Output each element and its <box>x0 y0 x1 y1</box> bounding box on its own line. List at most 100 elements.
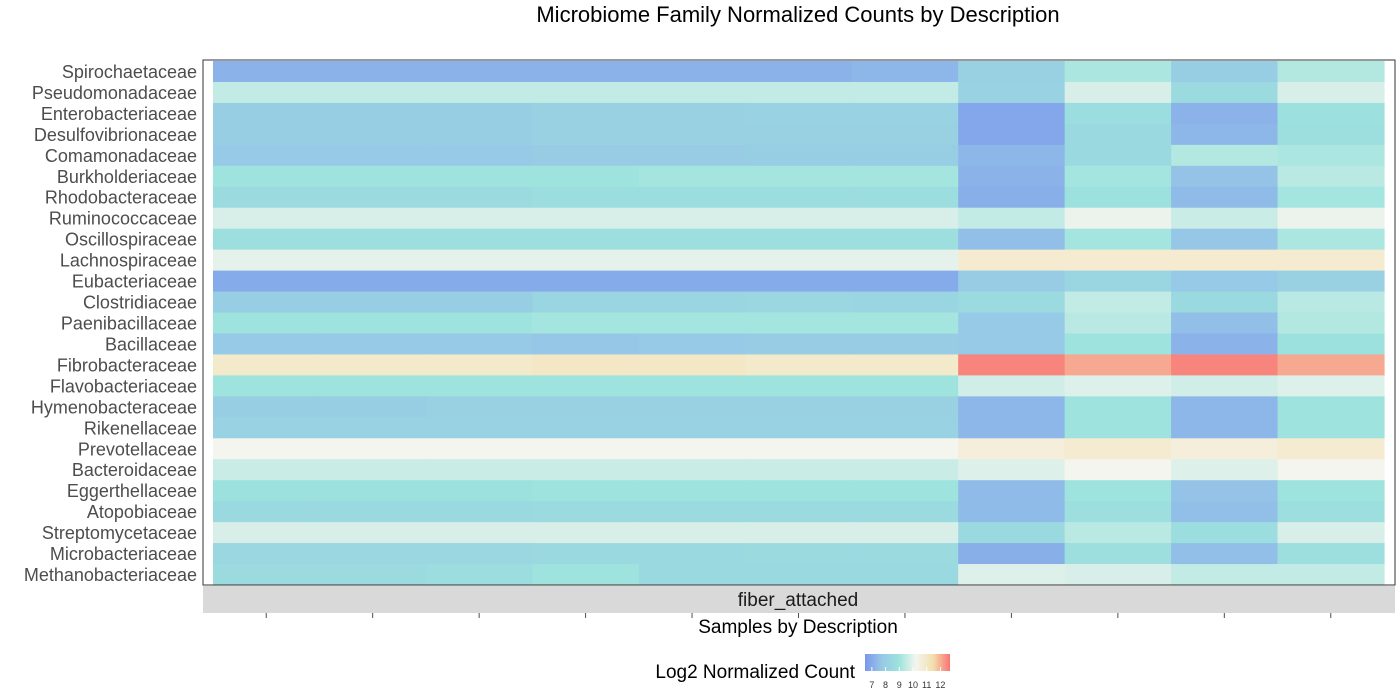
heatmap-cell <box>213 480 321 502</box>
heatmap-cell <box>1064 291 1172 314</box>
heatmap-cell <box>532 186 640 209</box>
heatmap-cell <box>1171 228 1279 251</box>
heatmap-cell <box>638 291 746 314</box>
heatmap-cell <box>425 333 533 356</box>
heatmap-cell <box>638 123 746 146</box>
heatmap-cell <box>319 522 427 544</box>
heatmap-cell <box>532 81 640 104</box>
heatmap-cell <box>745 459 853 481</box>
heatmap-cell <box>958 186 1066 209</box>
heatmap-cell <box>851 501 959 523</box>
legend-ticks: 7 8 9 10 11 12 <box>869 667 945 690</box>
y-tick-label: Desulfovibrionaceae <box>34 125 197 145</box>
heatmap-cell <box>1171 480 1279 502</box>
heatmap-cell <box>1064 61 1172 83</box>
heatmap-cell <box>1064 270 1172 293</box>
heatmap-cell <box>745 270 853 293</box>
heatmap-cell <box>1277 312 1385 335</box>
y-tick-label: Enterobacteriaceae <box>41 104 197 124</box>
heatmap-cell <box>1064 165 1172 188</box>
heatmap-cell <box>425 438 533 460</box>
heatmap-cell <box>958 123 1066 146</box>
heatmap-cell <box>851 375 959 397</box>
heatmap-cell <box>851 270 959 293</box>
heatmap-cell <box>425 564 533 586</box>
heatmap-cell <box>851 165 959 188</box>
heatmap-cell <box>638 417 746 439</box>
heatmap-cell <box>638 186 746 209</box>
legend-colorbar <box>865 654 950 671</box>
heatmap-cell <box>745 417 853 439</box>
heatmap-cell <box>1277 249 1385 272</box>
heatmap-cell <box>213 165 321 188</box>
heatmap-cells <box>213 61 1385 586</box>
heatmap-cell <box>638 522 746 544</box>
heatmap-cell <box>319 480 427 502</box>
x-axis-label: Samples by Description <box>698 617 898 638</box>
heatmap-cell <box>532 396 640 418</box>
heatmap-cell <box>1171 333 1279 356</box>
heatmap-cell <box>1171 396 1279 418</box>
heatmap-cell <box>319 249 427 272</box>
heatmap-cell <box>1064 543 1172 565</box>
heatmap-cell <box>213 249 321 272</box>
heatmap-cell <box>851 186 959 209</box>
heatmap-cell <box>1064 207 1172 230</box>
heatmap-cell <box>958 333 1066 356</box>
y-tick-label: Rhodobacteraceae <box>45 188 197 208</box>
heatmap-cell <box>745 291 853 314</box>
heatmap-cell <box>213 144 321 167</box>
heatmap-cell <box>745 228 853 251</box>
heatmap-cell <box>319 459 427 481</box>
heatmap-cell <box>958 564 1066 586</box>
heatmap-cell <box>1277 102 1385 125</box>
heatmap-cell <box>1277 543 1385 565</box>
y-tick-label: Ruminococcaceae <box>49 209 197 229</box>
heatmap-cell <box>213 61 321 83</box>
heatmap-cell <box>638 564 746 586</box>
heatmap-cell <box>213 312 321 335</box>
heatmap-cell <box>319 396 427 418</box>
heatmap-cell <box>1171 123 1279 146</box>
panel-border <box>202 59 1396 586</box>
heatmap-cell <box>851 228 959 251</box>
heatmap-cell <box>851 564 959 586</box>
heatmap-cell <box>958 438 1066 460</box>
heatmap-cell <box>1277 333 1385 356</box>
heatmap-cell <box>213 543 321 565</box>
heatmap-cell <box>425 354 533 376</box>
heatmap-cell <box>319 81 427 104</box>
y-tick-label: Burkholderiaceae <box>57 167 197 187</box>
heatmap-cell <box>425 291 533 314</box>
heatmap-cell <box>532 123 640 146</box>
heatmap-cell <box>958 417 1066 439</box>
heatmap-cell <box>1277 61 1385 83</box>
heatmap-cell <box>958 396 1066 418</box>
heatmap-cell <box>638 144 746 167</box>
heatmap-cell <box>745 438 853 460</box>
heatmap-cell <box>532 543 640 565</box>
heatmap-cell <box>1277 480 1385 502</box>
y-tick-label: Bacillaceae <box>105 334 197 354</box>
heatmap-cell <box>958 375 1066 397</box>
heatmap-cell <box>532 228 640 251</box>
heatmap-cell <box>532 165 640 188</box>
heatmap-cell <box>1171 81 1279 104</box>
heatmap-cell <box>213 522 321 544</box>
heatmap-cell <box>532 207 640 230</box>
heatmap-cell <box>319 312 427 335</box>
heatmap-cell <box>638 228 746 251</box>
heatmap-cell <box>851 207 959 230</box>
heatmap-cell <box>425 543 533 565</box>
heatmap-cell <box>851 123 959 146</box>
y-tick-label: Bacteroidaceae <box>72 460 197 480</box>
chart-title: Microbiome Family Normalized Counts by D… <box>536 2 1059 27</box>
heatmap-cell <box>638 354 746 376</box>
heatmap-cell <box>213 291 321 314</box>
heatmap-cell <box>1171 102 1279 125</box>
heatmap-cell <box>319 165 427 188</box>
heatmap-cell <box>1064 501 1172 523</box>
y-tick-label: Rikenellaceae <box>84 418 197 438</box>
heatmap-cell <box>1171 564 1279 586</box>
